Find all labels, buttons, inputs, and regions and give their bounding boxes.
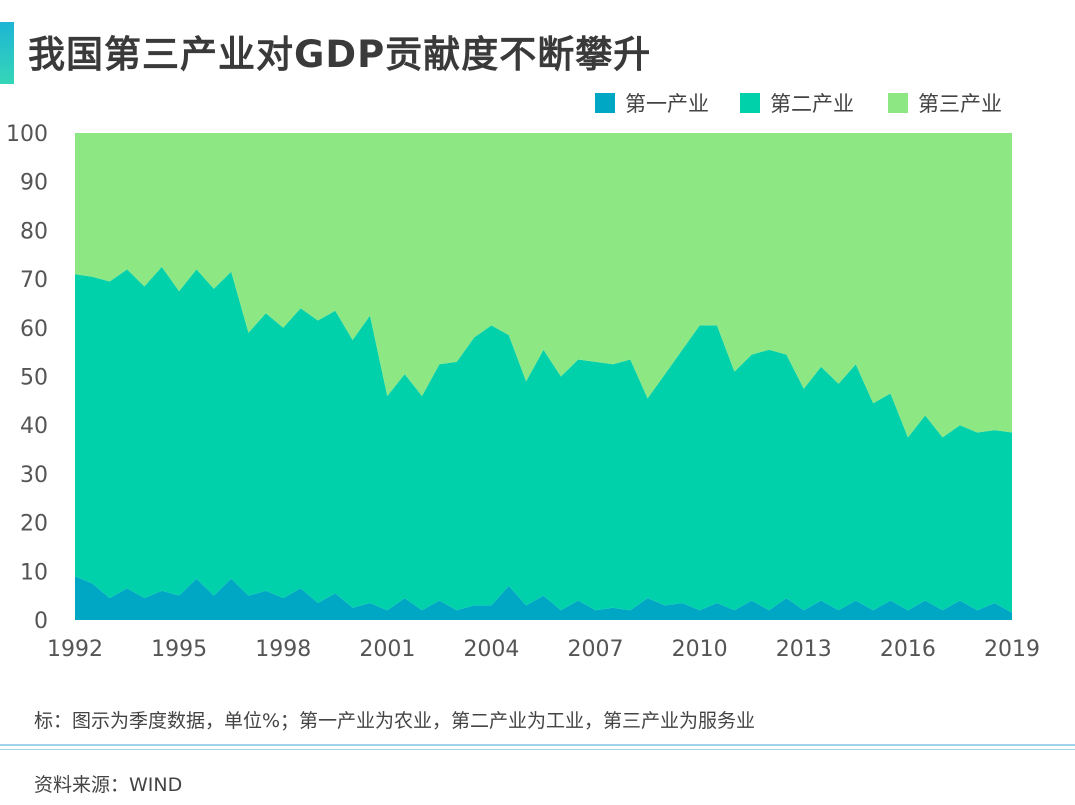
x-tick-label: 1995 bbox=[151, 637, 207, 662]
x-tick-label: 2001 bbox=[359, 637, 415, 662]
y-tick-label: 50 bbox=[20, 366, 48, 391]
source-text: 资料来源：WIND bbox=[34, 774, 183, 796]
x-tick-label: 1998 bbox=[255, 637, 311, 662]
y-tick-label: 20 bbox=[20, 512, 48, 537]
legend-swatch bbox=[740, 93, 760, 113]
legend-label: 第二产业 bbox=[770, 92, 854, 116]
x-tick-label: 1992 bbox=[47, 637, 103, 662]
x-tick-label: 2019 bbox=[984, 637, 1040, 662]
chart-note: 标：图示为季度数据，单位%；第一产业为农业，第二产业为工业，第三产业为服务业 bbox=[34, 710, 756, 732]
area-series-2 bbox=[75, 266, 1012, 613]
area-series-3 bbox=[75, 133, 1012, 438]
stacked-area-chart: 0 10 20 30 40 50 60 70 80 90 100 1992 1995 1998 2001 20… bbox=[6, 92, 1040, 662]
page-title: 我国第三产业对GDP贡献度不断攀升 bbox=[28, 33, 652, 76]
x-tick-label: 2007 bbox=[568, 637, 624, 662]
y-tick-label: 90 bbox=[20, 171, 48, 196]
legend-swatch bbox=[595, 93, 615, 113]
y-tick-label: 10 bbox=[20, 560, 48, 585]
divider-line-thin bbox=[0, 749, 1075, 750]
x-tick-label: 2016 bbox=[880, 637, 936, 662]
y-tick-label: 60 bbox=[20, 317, 48, 342]
legend-label: 第一产业 bbox=[625, 92, 709, 116]
title-accent-bar bbox=[0, 22, 14, 84]
x-tick-label: 2010 bbox=[672, 637, 728, 662]
legend-label: 第三产业 bbox=[918, 92, 1002, 116]
y-tick-label: 40 bbox=[20, 414, 48, 439]
x-tick-label: 2004 bbox=[463, 637, 519, 662]
y-tick-label: 100 bbox=[6, 122, 48, 147]
y-tick-label: 30 bbox=[20, 463, 48, 488]
divider-line bbox=[0, 744, 1075, 746]
y-tick-label: 70 bbox=[20, 268, 48, 293]
area-series-1 bbox=[75, 576, 1012, 620]
legend-swatch bbox=[888, 93, 908, 113]
y-tick-label: 0 bbox=[34, 609, 48, 634]
x-tick-label: 2013 bbox=[776, 637, 832, 662]
y-tick-label: 80 bbox=[20, 219, 48, 244]
